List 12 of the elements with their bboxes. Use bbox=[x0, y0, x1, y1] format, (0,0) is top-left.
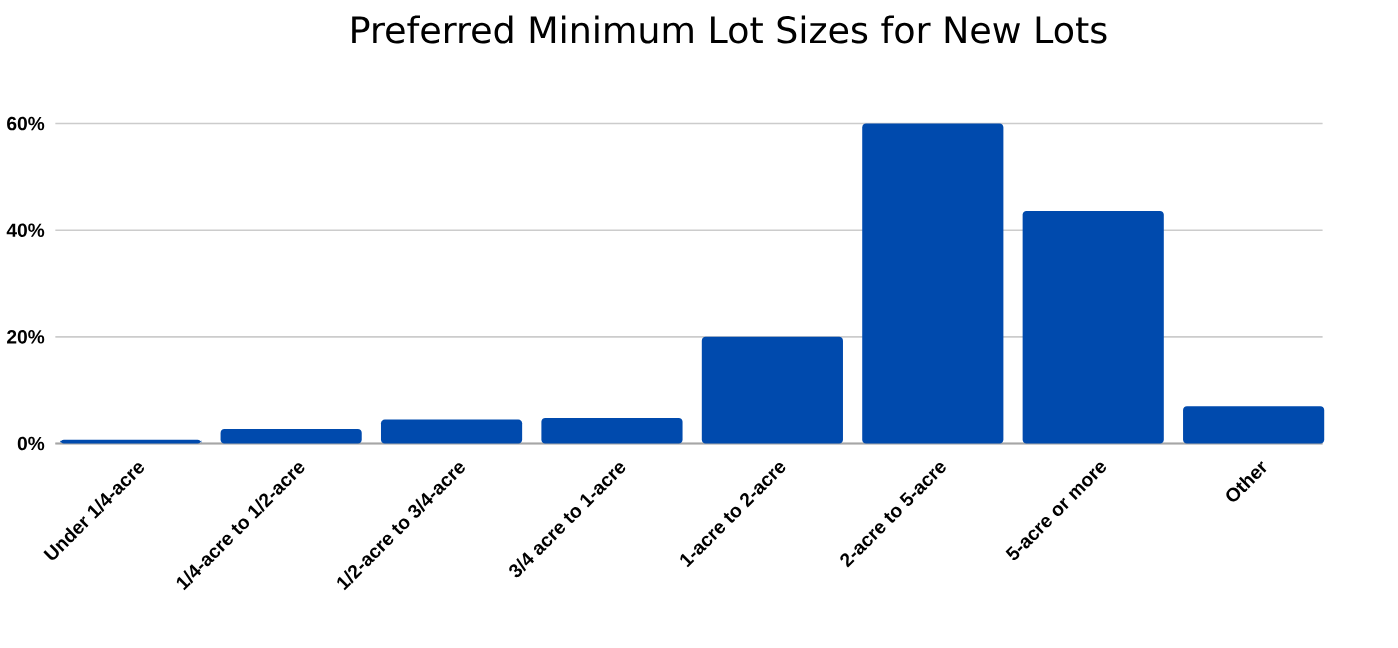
bar bbox=[220, 428, 362, 444]
y-tick-label: 0% bbox=[17, 436, 45, 451]
bar bbox=[1183, 405, 1325, 444]
chart-title: Preferred Minimum Lot Sizes for New Lots bbox=[352, 15, 1107, 44]
bar bbox=[541, 417, 683, 444]
bar bbox=[380, 419, 523, 444]
bar bbox=[701, 336, 843, 444]
y-tick-label: 40% bbox=[6, 223, 45, 237]
y-tick-label: 20% bbox=[7, 329, 45, 344]
y-tick-label: 60% bbox=[7, 116, 45, 131]
bar bbox=[1022, 210, 1164, 444]
bar bbox=[862, 123, 1004, 444]
